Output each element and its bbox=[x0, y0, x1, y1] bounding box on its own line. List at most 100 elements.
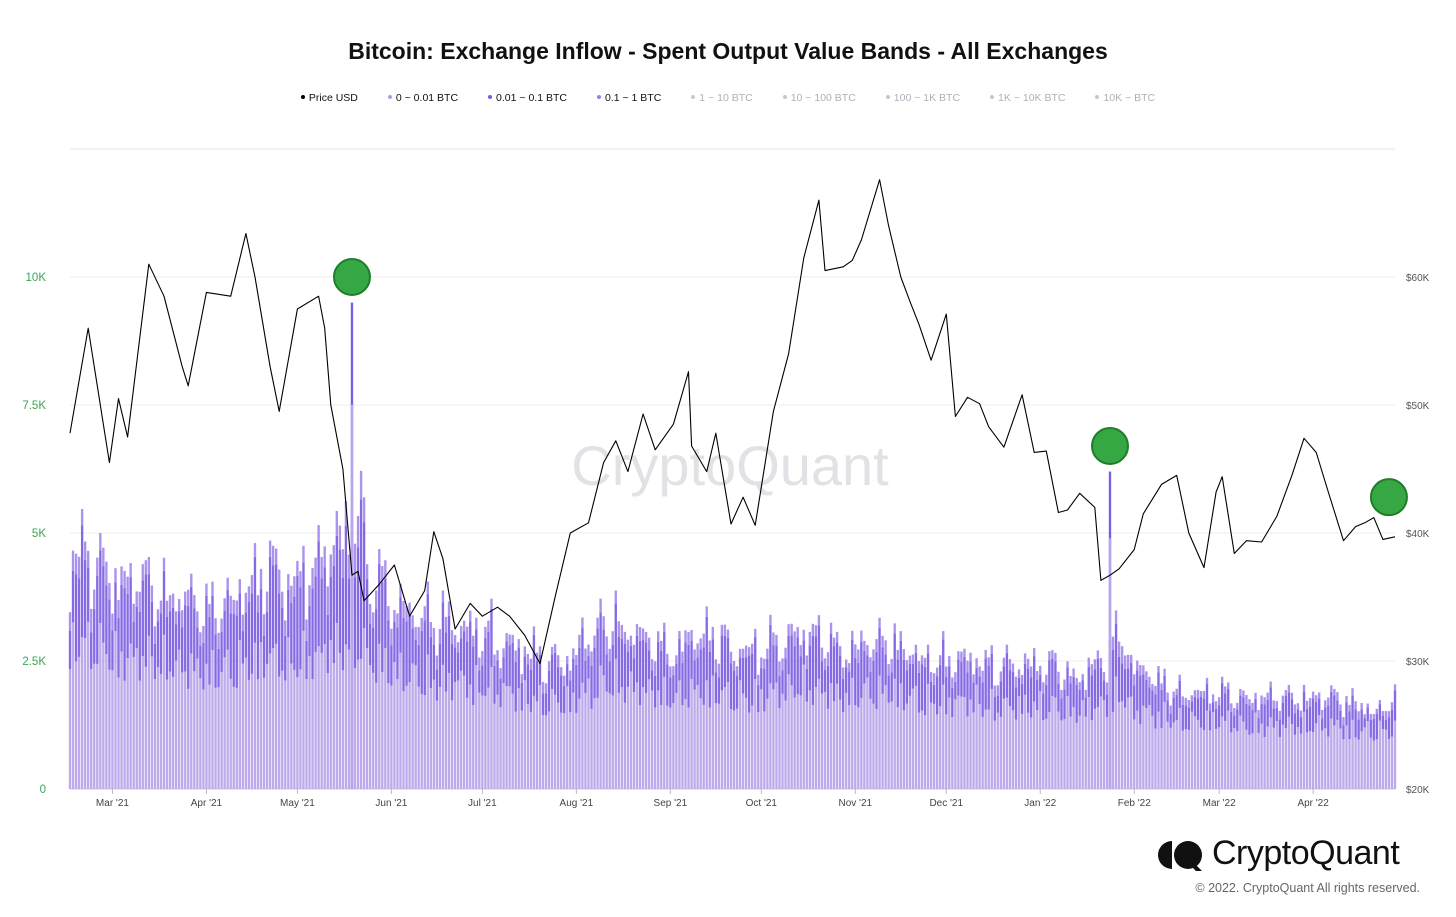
inflow-bar-segment bbox=[793, 697, 796, 789]
inflow-bar-segment bbox=[162, 570, 166, 635]
inflow-bar-segment bbox=[1290, 692, 1294, 700]
inflow-bar-segment bbox=[644, 631, 648, 643]
legend-item[interactable]: 0.01 ~ 0.1 BTC bbox=[488, 92, 567, 104]
legend-item[interactable]: 0 ~ 0.01 BTC bbox=[387, 92, 458, 104]
inflow-bar-segment bbox=[1366, 721, 1369, 789]
inflow-bar-segment bbox=[1066, 661, 1069, 668]
inflow-bar-segment bbox=[729, 663, 733, 710]
inflow-bar-segment bbox=[432, 627, 436, 645]
inflow-bar-segment bbox=[1136, 710, 1139, 789]
inflow-bar-segment bbox=[1148, 687, 1151, 705]
legend-item[interactable]: Price USD bbox=[300, 92, 358, 104]
inflow-bar-segment bbox=[845, 659, 848, 668]
inflow-bar-segment bbox=[1026, 712, 1030, 789]
inflow-bar-segment bbox=[884, 685, 887, 789]
inflow-bar-segment bbox=[153, 626, 157, 644]
inflow-bar-segment bbox=[657, 690, 660, 789]
inflow-bar-segment bbox=[969, 661, 972, 700]
inflow-bar-segment bbox=[1299, 710, 1303, 717]
inflow-bar-segment bbox=[68, 612, 72, 632]
inflow-bar-segment bbox=[472, 705, 475, 789]
inflow-bar-segment bbox=[1136, 670, 1139, 711]
inflow-bar-segment bbox=[535, 701, 539, 789]
inflow-bar-segment bbox=[1033, 648, 1036, 657]
inflow-bar-segment bbox=[787, 674, 790, 789]
inflow-bar-segment bbox=[1178, 674, 1181, 682]
legend-item[interactable]: 10K ~ BTC bbox=[1095, 92, 1155, 104]
inflow-bar-segment bbox=[1096, 707, 1100, 789]
inflow-bar-segment bbox=[996, 712, 999, 789]
inflow-bar-segment bbox=[108, 599, 111, 670]
legend-dot-icon bbox=[885, 95, 890, 100]
inflow-bar-segment bbox=[250, 593, 254, 674]
inflow-bar-segment bbox=[1063, 689, 1066, 720]
inflow-bar-segment bbox=[487, 687, 490, 789]
inflow-bar-segment bbox=[1281, 702, 1284, 725]
legend-item[interactable]: 100 ~ 1K BTC bbox=[885, 92, 960, 104]
inflow-bar-segment bbox=[1281, 724, 1284, 789]
inflow-bar-segment bbox=[202, 689, 205, 789]
inflow-bar-segment bbox=[990, 688, 993, 789]
inflow-bar-segment bbox=[462, 675, 466, 789]
legend-item[interactable]: 1 ~ 10 BTC bbox=[691, 92, 753, 104]
x-axis-tick-label: Mar '22 bbox=[1203, 798, 1236, 809]
inflow-bar-segment bbox=[1142, 674, 1145, 706]
inflow-bar-segment bbox=[1181, 696, 1184, 705]
inflow-bar-segment bbox=[432, 679, 436, 789]
inflow-bar-segment bbox=[1248, 699, 1251, 706]
inflow-bar-segment bbox=[314, 651, 317, 789]
legend-item[interactable]: 0.1 ~ 1 BTC bbox=[596, 92, 661, 104]
right-axis-tick-label: $60K bbox=[1406, 273, 1430, 284]
inflow-bar-segment bbox=[305, 640, 308, 680]
legend-item[interactable]: 10 ~ 100 BTC bbox=[782, 92, 856, 104]
inflow-bar-segment bbox=[429, 687, 432, 789]
inflow-bar-segment bbox=[159, 600, 163, 614]
inflow-bar-segment bbox=[587, 644, 590, 656]
inflow-bar-segment bbox=[769, 614, 772, 625]
inflow-bar-segment bbox=[632, 644, 636, 659]
inflow-bar-segment bbox=[129, 577, 132, 644]
inflow-bar-segment bbox=[1160, 683, 1163, 690]
inflow-bar-segment bbox=[287, 589, 290, 638]
inflow-bar-segment bbox=[1387, 717, 1391, 739]
inflow-bar-segment bbox=[326, 614, 329, 674]
inflow-bar-segment bbox=[372, 672, 375, 789]
inflow-bar-segment bbox=[117, 599, 120, 618]
inflow-bar-segment bbox=[396, 627, 399, 680]
inflow-bar-segment bbox=[296, 677, 299, 789]
inflow-bar-segment bbox=[942, 631, 945, 640]
inflow-bar-segment bbox=[1224, 686, 1227, 694]
inflow-bar-segment bbox=[887, 675, 890, 703]
inflow-bar-segment bbox=[523, 680, 526, 789]
inflow-bar-segment bbox=[1233, 715, 1236, 728]
inflow-bar-segment bbox=[232, 599, 235, 614]
inflow-bar-segment bbox=[120, 585, 123, 652]
inflow-bar-segment bbox=[1339, 728, 1342, 789]
legend-item[interactable]: 1K ~ 10K BTC bbox=[990, 92, 1065, 104]
inflow-bar-segment bbox=[511, 642, 514, 694]
inflow-bar-segment bbox=[444, 616, 448, 633]
inflow-bar-segment bbox=[1181, 730, 1184, 789]
inflow-bar-segment bbox=[738, 680, 742, 789]
inflow-bar-segment bbox=[384, 648, 387, 789]
inflow-bar-segment bbox=[811, 623, 815, 636]
inflow-bar-segment bbox=[1033, 656, 1036, 702]
inflow-bar-segment bbox=[517, 647, 520, 689]
inflow-bar-segment bbox=[499, 678, 502, 708]
inflow-bar-segment bbox=[1199, 697, 1203, 728]
inflow-bar-segment bbox=[238, 639, 241, 789]
inflow-bar-segment bbox=[1305, 732, 1309, 789]
inflow-bar-segment bbox=[1026, 658, 1030, 669]
inflow-bar-segment bbox=[987, 709, 990, 789]
right-axis-tick-label: $20K bbox=[1406, 785, 1430, 796]
inflow-bar-segment bbox=[508, 686, 511, 789]
inflow-bar-segment bbox=[250, 575, 254, 594]
inflow-bar-segment bbox=[787, 635, 790, 675]
inflow-bar-segment bbox=[790, 635, 793, 686]
inflow-bar-segment bbox=[684, 642, 687, 700]
inflow-bar-segment bbox=[520, 710, 523, 789]
inflow-bar-segment bbox=[1105, 716, 1109, 789]
inflow-bar-segment bbox=[117, 677, 120, 789]
inflow-bar-segment bbox=[102, 566, 105, 643]
inflow-bar-segment bbox=[635, 682, 639, 789]
